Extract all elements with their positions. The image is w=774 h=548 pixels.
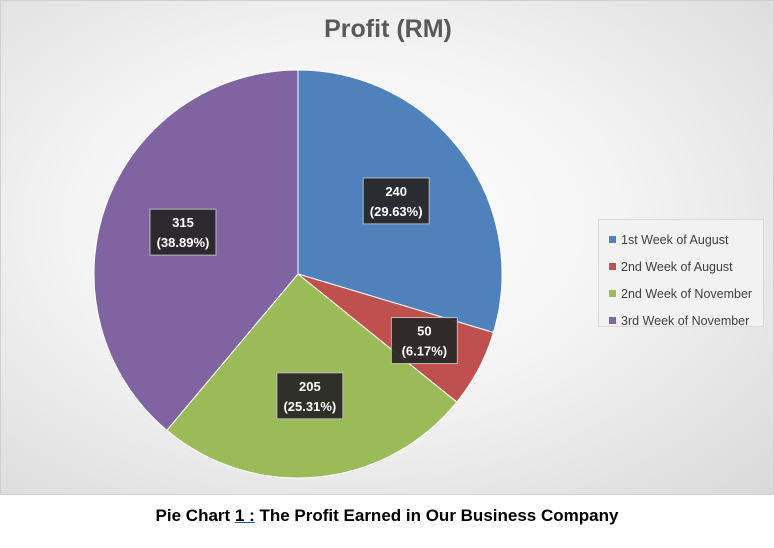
data-label-box [390, 317, 458, 365]
data-label-box [362, 177, 430, 225]
data-label-percent: (25.31%) [283, 399, 336, 414]
data-label: 240 (29.63%) [362, 177, 430, 225]
caption-prefix: Pie Chart [155, 506, 235, 525]
data-label-box [276, 372, 344, 420]
chart-title: Profit (RM) [324, 15, 452, 43]
data-label: 50 (6.17%) [390, 317, 458, 365]
data-label-value: 240 [385, 184, 407, 199]
data-label-percent: (38.89%) [157, 235, 210, 250]
data-label: 205 (25.31%) [276, 372, 344, 420]
legend-item: 3rd Week of November [609, 307, 763, 334]
data-label: 315 (38.89%) [149, 208, 217, 256]
chart-area: Profit (RM) 240 (29.63%) 50 (6.17%) 205 (25.3… [0, 0, 774, 495]
legend-swatch [609, 236, 616, 243]
legend-label: 2nd Week of November [621, 286, 753, 301]
legend-swatch [609, 317, 616, 324]
data-label-percent: (6.17%) [402, 344, 448, 359]
legend-item: 1st Week of August [609, 226, 763, 253]
figure-caption: Pie Chart 1 : The Profit Earned in Our B… [0, 506, 774, 526]
data-label-value: 315 [172, 215, 194, 230]
data-label-value: 50 [417, 324, 431, 339]
legend-label: 2nd Week of August [621, 259, 733, 274]
data-label-percent: (29.63%) [370, 204, 423, 219]
caption-text: The Profit Earned in Our Business Compan… [254, 506, 619, 525]
pie-chart: 240 (29.63%) 50 (6.17%) 205 (25.31%) 315 (38.89… [93, 69, 503, 479]
legend: 1st Week of August 2nd Week of August 2n… [598, 219, 764, 328]
legend-item: 2nd Week of August [609, 253, 763, 280]
data-label-value: 205 [299, 379, 321, 394]
caption-number: 1 : [234, 506, 255, 525]
legend-label: 1st Week of August [621, 232, 729, 247]
legend-label: 3rd Week of November [621, 313, 750, 328]
legend-item: 2nd Week of November [609, 280, 763, 307]
legend-swatch [609, 263, 616, 270]
data-label-box [149, 208, 217, 256]
legend-swatch [609, 290, 616, 297]
